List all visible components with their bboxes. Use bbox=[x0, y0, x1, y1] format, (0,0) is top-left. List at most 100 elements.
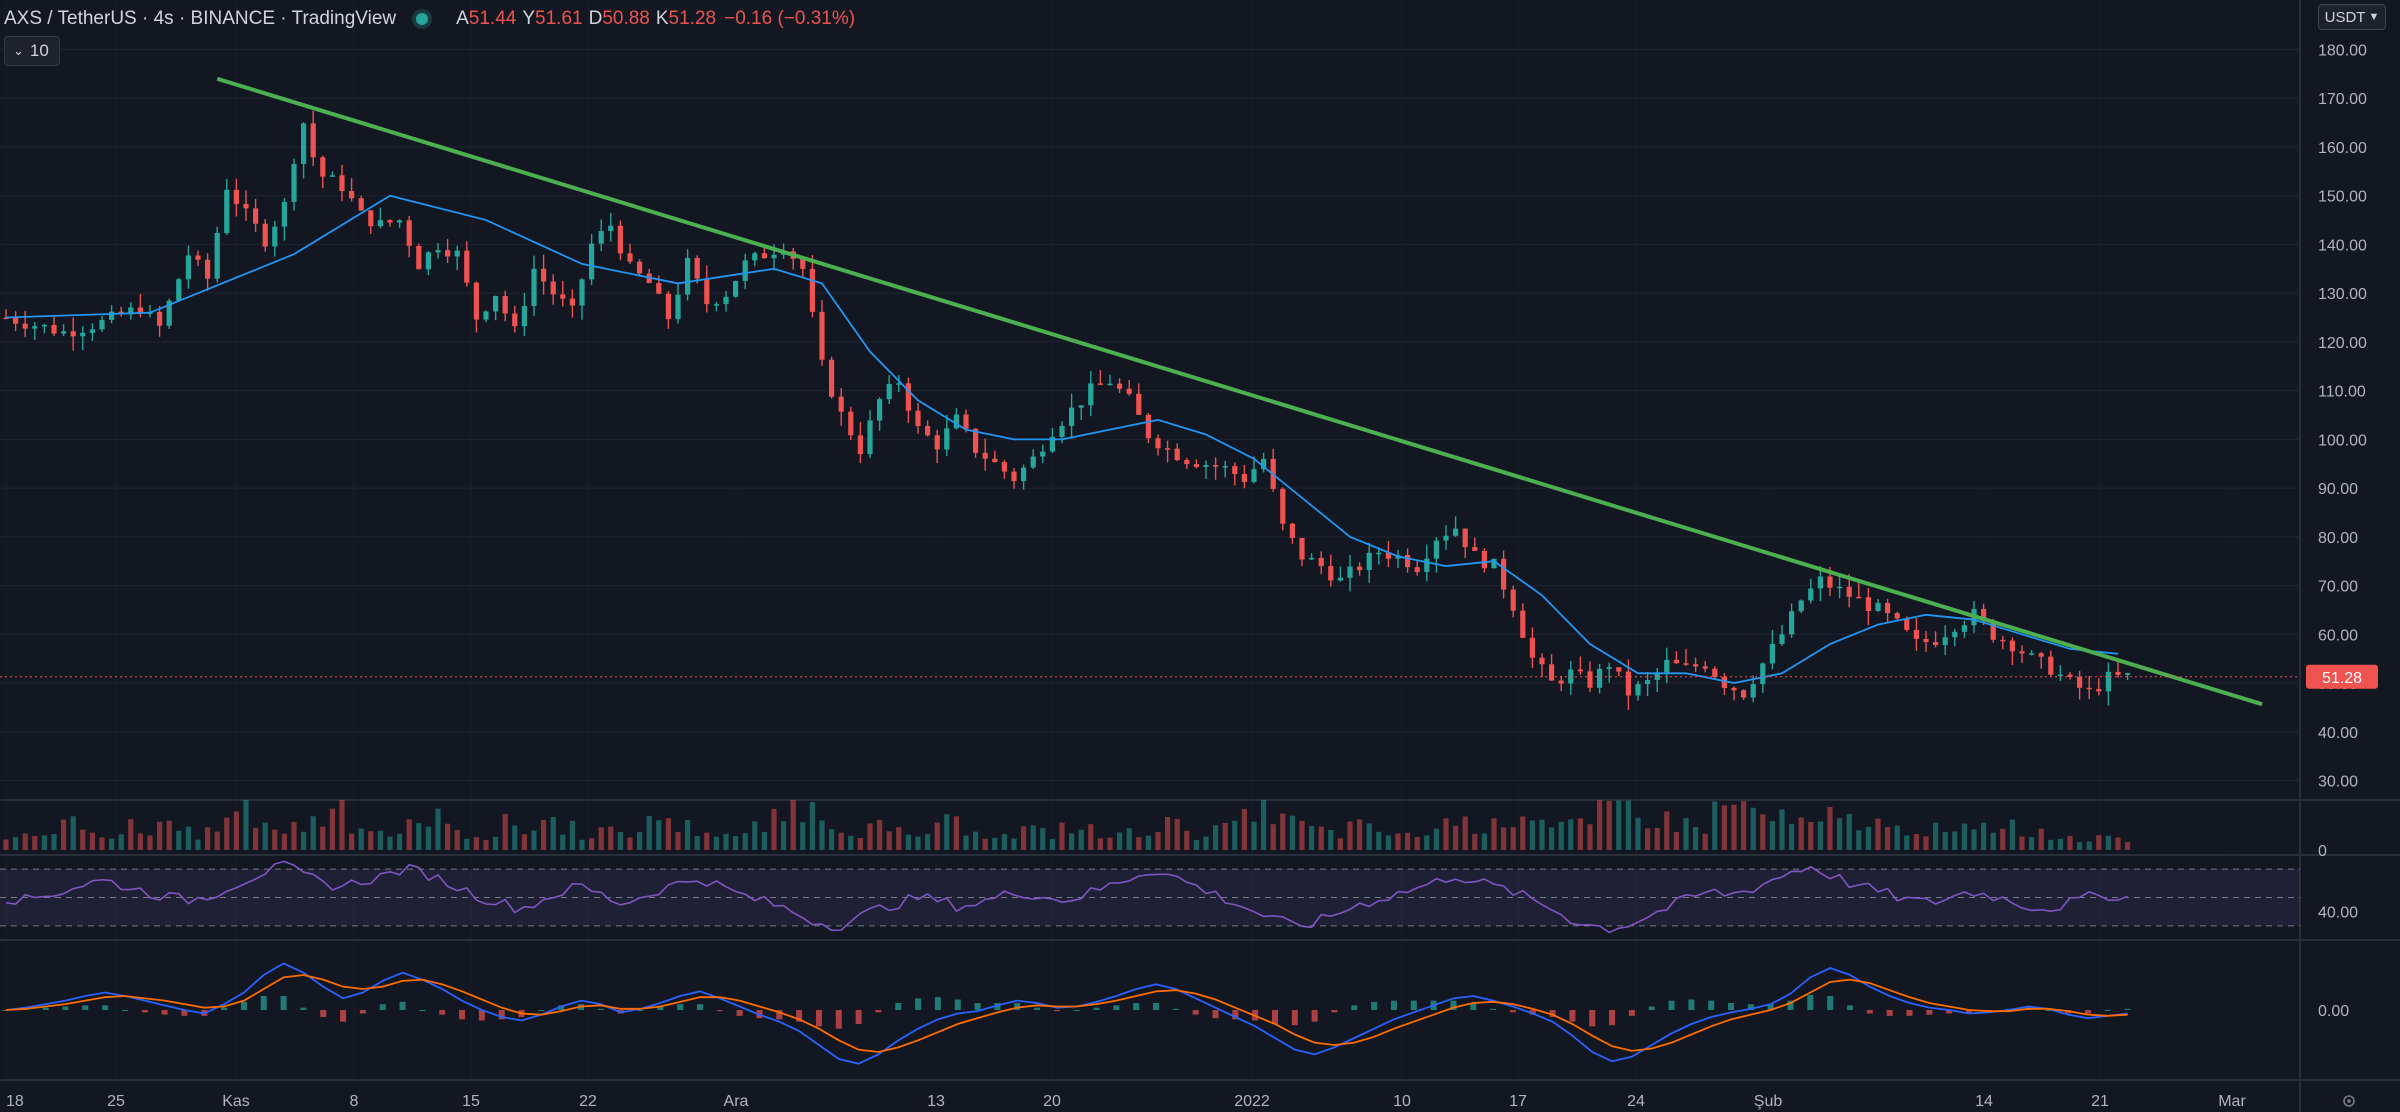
macd-histogram-bar bbox=[459, 1010, 466, 1020]
gear-icon[interactable] bbox=[2340, 1092, 2358, 1110]
candle-body bbox=[1865, 597, 1871, 611]
volume-bar bbox=[425, 826, 431, 850]
macd-histogram-bar bbox=[1351, 1005, 1358, 1010]
candle-body bbox=[1117, 383, 1123, 389]
candle-body bbox=[445, 250, 451, 257]
indicator-toggle-button[interactable]: ⌄ 10 bbox=[4, 36, 60, 66]
volume-bar bbox=[1011, 838, 1017, 850]
price-axis-tick: 130.00 bbox=[2318, 286, 2367, 303]
volume-bar bbox=[953, 816, 959, 850]
volume-bar bbox=[1693, 827, 1699, 850]
candle-body bbox=[800, 258, 806, 269]
volume-bar bbox=[1030, 825, 1036, 850]
volume-bar bbox=[1741, 801, 1747, 850]
volume-bar bbox=[1961, 823, 1967, 850]
volume-bar bbox=[1443, 818, 1449, 850]
macd-histogram-bar bbox=[42, 1007, 49, 1010]
close-label: K bbox=[655, 8, 669, 29]
price-axis-tick: 40.00 bbox=[2318, 725, 2358, 742]
macd-histogram-bar bbox=[82, 1005, 89, 1010]
candle-body bbox=[1001, 462, 1007, 472]
candle-body bbox=[2048, 656, 2054, 675]
volume-bar bbox=[1424, 835, 1430, 850]
volume-bar bbox=[493, 836, 499, 850]
volume-bar bbox=[1827, 806, 1833, 850]
volume-bar bbox=[646, 815, 652, 850]
price-axis-tick: 150.00 bbox=[2318, 189, 2367, 206]
volume-bar bbox=[1568, 819, 1574, 850]
volume-bar bbox=[2000, 828, 2006, 850]
candle-body bbox=[1357, 566, 1363, 571]
candle-body bbox=[1414, 567, 1420, 573]
candle-body bbox=[358, 198, 364, 211]
volume-bar bbox=[214, 831, 220, 850]
macd-histogram-bar bbox=[1410, 1000, 1417, 1010]
candle-body bbox=[253, 208, 259, 224]
volume-bar bbox=[627, 837, 633, 850]
candle-body bbox=[1481, 550, 1487, 569]
macd-histogram-bar bbox=[3, 1010, 9, 1011]
candle-body bbox=[464, 250, 470, 283]
candle-body bbox=[2086, 687, 2092, 690]
volume-bar bbox=[166, 820, 172, 850]
candle-body bbox=[1520, 610, 1526, 638]
low-label: D bbox=[588, 8, 603, 29]
trendline bbox=[216, 76, 2263, 707]
macd-histogram-bar bbox=[1926, 1010, 1933, 1015]
macd-histogram-bar bbox=[934, 997, 941, 1010]
candle-body bbox=[1741, 690, 1747, 698]
candle-body bbox=[2009, 640, 2015, 652]
price-axis-tick: 160.00 bbox=[2318, 140, 2367, 157]
macd-histogram-bar bbox=[1728, 1003, 1735, 1010]
candle-body bbox=[1798, 600, 1804, 612]
macd-histogram-bar bbox=[1331, 1010, 1338, 1013]
volume-bar bbox=[781, 821, 787, 850]
volume-bar bbox=[589, 838, 595, 850]
candle-body bbox=[224, 189, 230, 233]
currency-selector[interactable]: USDT ▼ bbox=[2318, 4, 2386, 30]
macd-histogram-bar bbox=[696, 1004, 703, 1010]
macd-histogram-bar bbox=[915, 998, 922, 1010]
high-value: 51.61 bbox=[535, 8, 583, 29]
volume-bar bbox=[281, 833, 287, 850]
candle-body bbox=[1213, 465, 1219, 467]
candle-body bbox=[656, 283, 662, 294]
volume-bar bbox=[1549, 827, 1555, 850]
candle-body bbox=[1558, 680, 1564, 684]
candle-body bbox=[1885, 602, 1891, 614]
candle-body bbox=[2077, 676, 2083, 688]
candle-body bbox=[1222, 466, 1228, 468]
macd-histogram-bar bbox=[359, 1010, 366, 1014]
candle-body bbox=[2115, 671, 2121, 675]
candle-body bbox=[829, 359, 835, 397]
macd-histogram-bar bbox=[2124, 1008, 2131, 1010]
volume-bar bbox=[1654, 827, 1660, 850]
symbol-legend: AXS / TetherUS · 4s · BINANCE · TradingV… bbox=[4, 6, 855, 32]
macd-histogram-bar bbox=[994, 1003, 1001, 1010]
candle-body bbox=[502, 296, 508, 314]
macd-histogram-bar bbox=[1609, 1010, 1616, 1026]
candle-body bbox=[723, 296, 729, 305]
volume-bar bbox=[2096, 835, 2102, 850]
candle-body bbox=[291, 163, 297, 202]
candle-body bbox=[1549, 664, 1555, 681]
volume-bar bbox=[41, 835, 47, 850]
volume-bar bbox=[1913, 834, 1919, 850]
volume-bar bbox=[2067, 835, 2073, 850]
volume-bar bbox=[1289, 815, 1295, 850]
macd-histogram-bar bbox=[1291, 1010, 1298, 1026]
candle-body bbox=[1769, 643, 1775, 664]
signal-line bbox=[5, 974, 2128, 1053]
macd-histogram-bar bbox=[1549, 1010, 1556, 1017]
macd-histogram-bar bbox=[835, 1010, 842, 1029]
volume-bar bbox=[800, 822, 806, 850]
candle-body bbox=[387, 220, 393, 223]
volume-bar bbox=[1472, 833, 1478, 850]
volume-bar bbox=[1664, 811, 1670, 850]
volume-bar bbox=[1021, 826, 1027, 850]
candle-body bbox=[2029, 653, 2035, 655]
volume-bar bbox=[1414, 837, 1420, 850]
macd-histogram-bar bbox=[280, 996, 287, 1010]
symbol-title[interactable]: AXS / TetherUS · 4s · BINANCE · TradingV… bbox=[4, 8, 397, 29]
